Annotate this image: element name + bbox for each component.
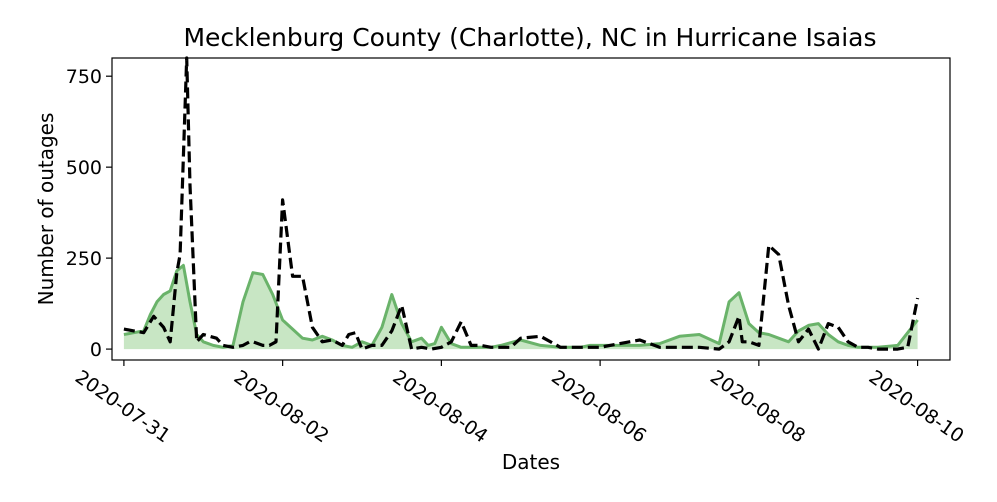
x-axis-label: Dates	[502, 450, 560, 474]
chart-title: Mecklenburg County (Charlotte), NC in Hu…	[183, 23, 876, 52]
y-tick-label: 250	[66, 248, 102, 270]
y-tick-label: 0	[90, 339, 102, 361]
x-tick-label: 2020-07-31	[71, 366, 174, 447]
x-tick-label: 2020-08-06	[547, 366, 650, 447]
y-axis: 0 250 500 750	[66, 66, 112, 361]
plot-area	[123, 56, 920, 351]
y-axis-label: Number of outages	[34, 113, 58, 306]
y-tick-label: 500	[66, 157, 102, 179]
series-line-raw	[123, 56, 920, 351]
x-tick-label: 2020-08-10	[865, 366, 968, 447]
axes-frame	[111, 57, 951, 361]
x-tick-label: 2020-08-08	[706, 366, 809, 447]
x-axis: 2020-07-31 2020-08-02 2020-08-04 2020-08-06…	[71, 360, 968, 447]
x-tick-label: 2020-08-02	[230, 366, 333, 447]
y-tick-label: 750	[66, 66, 102, 88]
x-tick-label: 2020-08-04	[389, 366, 492, 447]
series-line-smoothed	[123, 263, 919, 349]
